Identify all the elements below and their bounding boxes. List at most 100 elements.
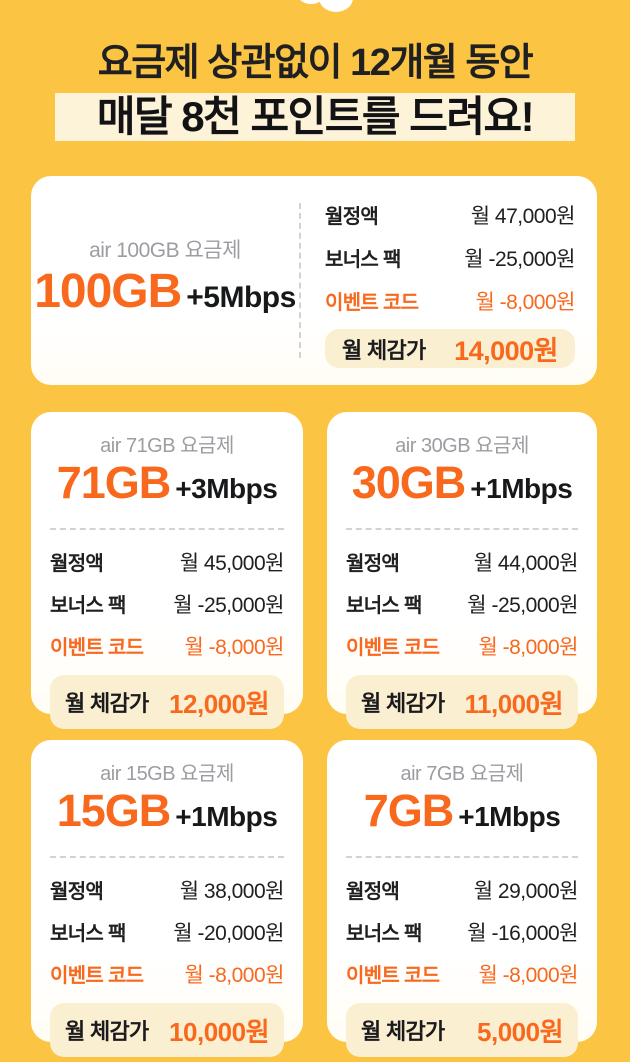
plan-card-30gb: air 30GB 요금제 30GB +1Mbps 월정액 월 44,000원 보너… bbox=[327, 412, 597, 729]
effective-price-value: 11,000원 bbox=[464, 688, 563, 719]
fee-row-bonus: 보너스 팩 월 -25,000원 bbox=[325, 243, 575, 273]
plan-speed: +3Mbps bbox=[175, 473, 278, 504]
fee-row-monthly: 월정액 월 45,000원 bbox=[50, 547, 285, 577]
plan-card-15gb: air 15GB 요금제 15GB +1Mbps 월정액 월 38,000원 보너… bbox=[31, 740, 303, 1057]
effective-price-value: 10,000원 bbox=[169, 1016, 269, 1047]
plan-card-7gb: air 7GB 요금제 7GB +1Mbps 월정액 월 29,000원 보너스 … bbox=[327, 740, 597, 1057]
fee-value: 월 47,000원 bbox=[470, 205, 576, 228]
fee-label: 보너스 팩 bbox=[346, 595, 422, 617]
plan-gb: 71GB bbox=[56, 457, 172, 508]
horizontal-dashed-divider bbox=[346, 528, 578, 530]
plan-name: air 15GB 요금제 bbox=[100, 763, 234, 785]
fee-value: 월 44,000원 bbox=[473, 552, 579, 575]
fee-value: 월 -20,000원 bbox=[173, 922, 284, 945]
effective-price-label: 월 체감가 bbox=[361, 1019, 445, 1044]
vertical-dashed-divider bbox=[299, 203, 301, 358]
fee-row-monthly: 월정액 월 44,000원 bbox=[346, 547, 579, 577]
effective-price-value: 12,000원 bbox=[169, 688, 269, 719]
fee-row-bonus: 보너스 팩 월 -25,000원 bbox=[346, 589, 578, 619]
effective-price-value: 5,000원 bbox=[477, 1016, 563, 1047]
fee-row-event-code: 이벤트 코드 월 -8,000원 bbox=[346, 959, 578, 989]
fee-value: 월 -25,000원 bbox=[467, 594, 578, 617]
fee-row-monthly: 월정액 월 29,000원 bbox=[346, 875, 579, 905]
plan-price-breakdown: 월정액 월 29,000원 보너스 팩 월 -16,000원 이벤트 코드 월 … bbox=[346, 875, 579, 989]
fee-label: 이벤트 코드 bbox=[50, 637, 144, 659]
fee-value: 월 -8,000원 bbox=[184, 636, 284, 659]
effective-price-label: 월 체감가 bbox=[361, 691, 445, 716]
plan-gb: 15GB bbox=[56, 785, 172, 836]
fee-row-bonus: 보너스 팩 월 -20,000원 bbox=[50, 917, 284, 947]
plan-name: air 100GB 요금제 bbox=[89, 238, 241, 262]
plan-name: air 30GB 요금제 bbox=[395, 435, 529, 457]
fee-row-event-code: 이벤트 코드 월 -8,000원 bbox=[325, 286, 575, 316]
fee-row-bonus: 보너스 팩 월 -25,000원 bbox=[50, 589, 284, 619]
plan-price-breakdown: 월정액 월 44,000원 보너스 팩 월 -25,000원 이벤트 코드 월 … bbox=[346, 547, 579, 661]
effective-price-box: 월 체감가 5,000원 bbox=[346, 1003, 578, 1057]
fee-value: 월 -16,000원 bbox=[467, 922, 578, 945]
plan-speed: +1Mbps bbox=[458, 801, 561, 832]
plan-price-breakdown: 월정액 월 45,000원 보너스 팩 월 -25,000원 이벤트 코드 월 … bbox=[50, 547, 285, 661]
mascot-partial-icon bbox=[295, 0, 365, 23]
fee-value: 월 -8,000원 bbox=[475, 291, 575, 314]
fee-label: 월정액 bbox=[346, 553, 400, 575]
fee-label: 이벤트 코드 bbox=[50, 965, 144, 987]
fee-label: 보너스 팩 bbox=[325, 249, 401, 271]
fee-label: 이벤트 코드 bbox=[346, 965, 440, 987]
fee-label: 보너스 팩 bbox=[50, 595, 126, 617]
fee-value: 월 -25,000원 bbox=[464, 248, 575, 271]
plan-data-amount: 15GB +1Mbps bbox=[50, 786, 284, 847]
plan-data-amount: 30GB +1Mbps bbox=[346, 458, 578, 519]
horizontal-dashed-divider bbox=[50, 528, 284, 530]
plan-summary: air 100GB 요금제 100GB +5Mbps bbox=[31, 176, 299, 385]
plan-data-amount: 71GB +3Mbps bbox=[50, 458, 284, 519]
plan-card-100gb: air 100GB 요금제 100GB +5Mbps 월정액 월 47,000원 … bbox=[31, 176, 597, 385]
promo-title-line1: 요금제 상관없이 12개월 동안 bbox=[97, 42, 534, 84]
plan-data-amount: 100GB +5Mbps bbox=[34, 264, 296, 328]
effective-price-box: 월 체감가 14,000원 bbox=[325, 329, 575, 368]
plan-data-amount: 7GB +1Mbps bbox=[346, 786, 578, 847]
plan-card-71gb: air 71GB 요금제 71GB +3Mbps 월정액 월 45,000원 보너… bbox=[31, 412, 303, 729]
fee-row-bonus: 보너스 팩 월 -16,000원 bbox=[346, 917, 578, 947]
fee-label: 월정액 bbox=[50, 881, 104, 903]
plan-gb: 100GB bbox=[34, 264, 182, 318]
effective-price-box: 월 체감가 10,000원 bbox=[50, 1003, 284, 1057]
plan-gb: 7GB bbox=[363, 785, 455, 836]
effective-price-label: 월 체감가 bbox=[65, 691, 149, 716]
fee-row-event-code: 이벤트 코드 월 -8,000원 bbox=[346, 631, 578, 661]
fee-row-monthly: 월정액 월 47,000원 bbox=[325, 200, 576, 230]
plan-speed: +1Mbps bbox=[175, 801, 278, 832]
effective-price-label: 월 체감가 bbox=[65, 1019, 149, 1044]
fee-value: 월 -25,000원 bbox=[173, 594, 284, 617]
fee-label: 보너스 팩 bbox=[346, 923, 422, 945]
effective-price-box: 월 체감가 11,000원 bbox=[346, 675, 578, 729]
fee-label: 월정액 bbox=[325, 206, 379, 228]
promo-title-line2: 매달 8천 포인트를 드려요! bbox=[96, 93, 535, 140]
plan-speed: +5Mbps bbox=[186, 280, 296, 314]
effective-price-label: 월 체감가 bbox=[342, 337, 426, 363]
fee-value: 월 -8,000원 bbox=[478, 636, 578, 659]
fee-label: 월정액 bbox=[346, 881, 400, 903]
fee-row-monthly: 월정액 월 38,000원 bbox=[50, 875, 285, 905]
horizontal-dashed-divider bbox=[346, 856, 578, 858]
fee-row-event-code: 이벤트 코드 월 -8,000원 bbox=[50, 959, 284, 989]
effective-price-value: 14,000원 bbox=[454, 336, 558, 366]
plan-name: air 71GB 요금제 bbox=[100, 435, 234, 457]
fee-value: 월 38,000원 bbox=[179, 880, 285, 903]
plan-price-breakdown: 월정액 월 38,000원 보너스 팩 월 -20,000원 이벤트 코드 월 … bbox=[50, 875, 285, 989]
highlight-band: 매달 8천 포인트를 드려요! bbox=[55, 93, 575, 141]
fee-value: 월 45,000원 bbox=[179, 552, 285, 575]
plan-name: air 7GB 요금제 bbox=[400, 763, 524, 785]
fee-label: 이벤트 코드 bbox=[346, 637, 440, 659]
fee-row-event-code: 이벤트 코드 월 -8,000원 bbox=[50, 631, 284, 661]
fee-value: 월 -8,000원 bbox=[478, 964, 578, 987]
fee-label: 보너스 팩 bbox=[50, 923, 126, 945]
fee-label: 월정액 bbox=[50, 553, 104, 575]
horizontal-dashed-divider bbox=[50, 856, 284, 858]
fee-label: 이벤트 코드 bbox=[325, 292, 419, 314]
effective-price-box: 월 체감가 12,000원 bbox=[50, 675, 284, 729]
plan-speed: +1Mbps bbox=[470, 473, 573, 504]
plan-price-breakdown: 월정액 월 47,000원 보너스 팩 월 -25,000원 이벤트 코드 월 … bbox=[301, 176, 597, 385]
fee-value: 월 29,000원 bbox=[473, 880, 579, 903]
plan-gb: 30GB bbox=[351, 457, 467, 508]
